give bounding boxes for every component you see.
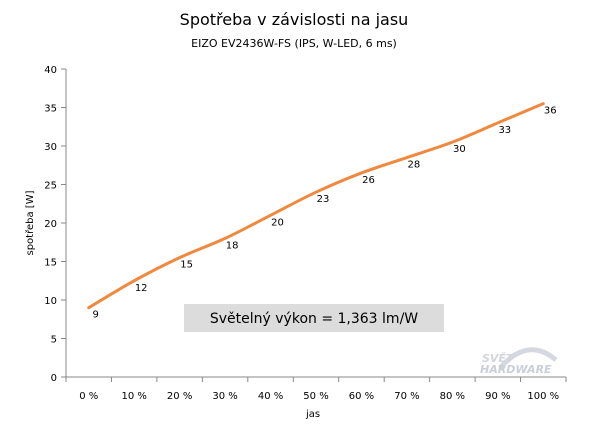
y-tick-label: 25 — [44, 181, 57, 192]
data-label: 33 — [498, 125, 511, 136]
data-label: 9 — [93, 310, 99, 321]
x-tick-label: 40 % — [258, 391, 283, 402]
chart-title: Spotřeba v závislosti na jasu — [180, 10, 409, 29]
data-label: 36 — [544, 106, 557, 117]
data-label: 20 — [271, 217, 284, 228]
watermark-logo: SVĚT HARDWARE — [480, 347, 558, 376]
y-tick-label: 5 — [51, 335, 57, 346]
data-label: 12 — [135, 283, 148, 294]
y-ticks: 0 5 10 15 20 25 30 35 40 — [44, 65, 66, 384]
x-tick-label: 90 % — [485, 391, 510, 402]
watermark-line-1: SVĚT — [482, 351, 515, 365]
data-label: 30 — [453, 144, 466, 155]
data-labels: 9 12 15 18 20 23 26 28 30 33 36 — [93, 106, 557, 321]
x-tick-label: 10 % — [121, 391, 146, 402]
x-tick-label: 20 % — [167, 391, 192, 402]
y-tick-label: 20 — [44, 219, 57, 230]
series-line — [87, 102, 545, 310]
plot-area: 0 5 10 15 20 25 30 35 40 0 % 10 % 20 % 30 % 40 % 50 %… — [44, 65, 567, 402]
y-tick-label: 35 — [44, 104, 57, 115]
data-label: 18 — [226, 240, 239, 251]
x-tick-label: 0 % — [79, 391, 98, 402]
x-tick-label: 100 % — [527, 391, 559, 402]
x-tick-label: 60 % — [349, 391, 374, 402]
y-tick-label: 10 — [44, 296, 57, 307]
y-axis-title: spotřeba [W] — [24, 190, 36, 255]
x-axis-title: jas — [305, 409, 320, 420]
data-label: 23 — [317, 194, 330, 205]
x-ticks: 0 % 10 % 20 % 30 % 40 % 50 % 60 % 70 % 80 % 90 % 1… — [65, 377, 567, 402]
x-tick-label: 70 % — [394, 391, 419, 402]
y-tick-label: 15 — [44, 258, 57, 269]
data-label: 26 — [362, 175, 375, 186]
watermark-line-2: HARDWARE — [480, 363, 552, 376]
x-tick-label: 30 % — [212, 391, 237, 402]
chart-subtitle: EIZO EV2436W-FS (IPS, W-LED, 6 ms) — [191, 37, 397, 50]
data-label: 15 — [180, 260, 193, 271]
x-tick-label: 50 % — [303, 391, 328, 402]
y-tick-label: 30 — [44, 142, 57, 153]
annotation-box: Světelný výkon = 1,363 lm/W — [184, 304, 444, 332]
y-tick-label: 0 — [51, 373, 57, 384]
data-label: 28 — [408, 160, 421, 171]
x-tick-label: 80 % — [440, 391, 465, 402]
y-tick-label: 40 — [44, 65, 57, 76]
annotation-text: Světelný výkon = 1,363 lm/W — [210, 311, 418, 327]
